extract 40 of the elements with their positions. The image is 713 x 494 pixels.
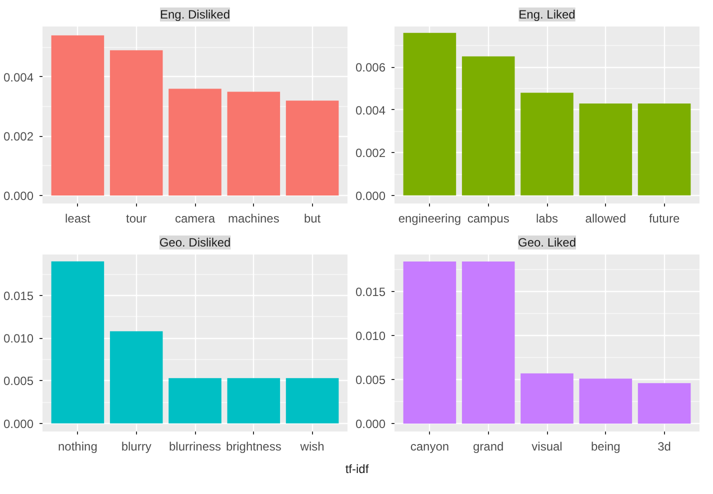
x-tick-label: future — [648, 212, 680, 226]
y-tick-label: 0.000 — [3, 416, 34, 431]
x-tick-label: visual — [532, 440, 562, 454]
x-tick-label: campus — [467, 212, 510, 226]
y-tick-label: 0.002 — [3, 130, 34, 144]
y-tick-label: 0.015 — [355, 284, 386, 299]
chart-title: Geo. Liked — [518, 236, 576, 250]
y-tick-label: 0.004 — [355, 103, 386, 118]
x-tick-label: blurry — [121, 440, 152, 454]
x-tick-label: engineering — [398, 212, 462, 226]
x-tick-label: being — [590, 440, 620, 454]
x-tick-label: wish — [299, 440, 324, 454]
text: tf-idf — [345, 461, 369, 478]
x-tick-label: grand — [473, 440, 504, 454]
x-tick-label: least — [65, 212, 92, 226]
y-tick-label: 0.000 — [3, 188, 34, 203]
x-tick-label: but — [304, 212, 322, 226]
y-tick-label: 0.005 — [3, 374, 34, 388]
x-tick-label: labs — [536, 212, 558, 226]
y-tick-label: 0.010 — [3, 332, 34, 346]
y-tick-label: 0.000 — [355, 188, 386, 203]
y-tick-label: 0.010 — [355, 329, 386, 344]
x-tick-label: brightness — [226, 440, 282, 454]
y-tick-label: 0.004 — [3, 70, 34, 84]
x-tick-label: machines — [228, 212, 280, 226]
x-tick-label: tour — [126, 212, 147, 226]
chart-title: Geo. Disliked — [159, 236, 231, 250]
y-tick-label: 0.000 — [355, 417, 386, 432]
y-tick-label: 0.002 — [355, 146, 386, 160]
x-tick-label: nothing — [58, 440, 98, 454]
y-tick-label: 0.006 — [355, 60, 386, 75]
x-tick-label: canyon — [410, 440, 450, 454]
x-tick-label: blurriness — [168, 440, 222, 454]
y-tick-label: 0.015 — [3, 288, 34, 303]
x-tick-label: allowed — [585, 212, 626, 226]
y-tick-label: 0.005 — [355, 373, 386, 388]
chart-title: Eng. Liked — [518, 8, 576, 22]
x-tick-label: camera — [174, 212, 216, 226]
x-tick-label: 3d — [658, 440, 671, 454]
chart-title: Eng. Disliked — [160, 8, 230, 22]
